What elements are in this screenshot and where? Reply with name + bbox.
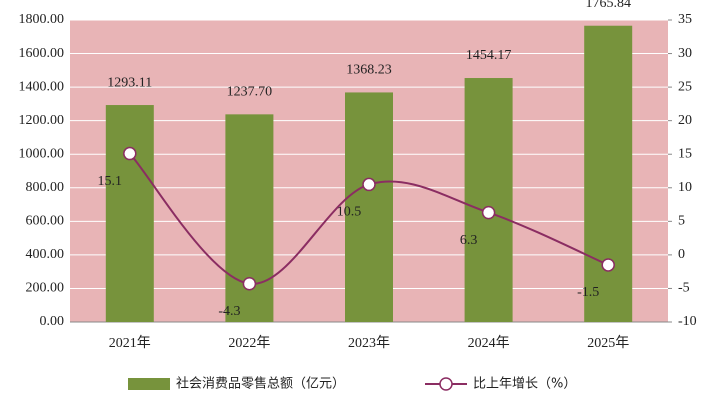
line-value-label: 15.1 [98, 174, 123, 189]
line-value-label: -4.3 [218, 304, 240, 319]
bar-value-label: 1368.23 [346, 63, 392, 78]
bar-value-label: 1765.84 [585, 0, 631, 11]
legend-swatch [128, 378, 170, 390]
x-tick-label: 2022年 [228, 335, 270, 351]
y2-tick-label: 35 [678, 12, 692, 27]
y-tick-label: 0.00 [40, 314, 65, 329]
y2-tick-label: 10 [678, 180, 692, 195]
bar [345, 92, 393, 323]
y-tick-label: 1400.00 [19, 79, 65, 94]
bar-value-label: 1454.17 [466, 48, 512, 63]
y-tick-label: 600.00 [26, 214, 65, 229]
legend-marker [439, 377, 453, 391]
bar [464, 78, 513, 323]
y-tick-label: 1800.00 [19, 12, 65, 27]
y2-tick-label: 20 [678, 113, 692, 128]
line-value-label: 10.5 [337, 205, 362, 220]
x-tick-label: 2024年 [468, 335, 510, 351]
y2-tick-label: 30 [678, 46, 692, 61]
y2-tick-label: 15 [678, 146, 692, 161]
y-tick-label: 400.00 [26, 247, 65, 262]
y-tick-label: 800.00 [26, 180, 65, 195]
y-tick-label: 1600.00 [19, 46, 65, 61]
bar [584, 25, 633, 322]
y-tick-label: 1000.00 [19, 146, 65, 161]
bar-value-label: 1237.70 [227, 85, 273, 100]
line-marker [123, 146, 137, 161]
line-value-label: 6.3 [460, 233, 478, 248]
bar-value-label: 1293.11 [107, 75, 152, 90]
y-tick-label: 1200.00 [19, 113, 65, 128]
y2-tick-label: 25 [678, 79, 692, 94]
line-marker [242, 276, 257, 291]
y2-tick-label: 5 [678, 214, 685, 229]
bar [225, 114, 274, 322]
legend: 社会消费品零售总额（亿元） 比上年增长（%） [128, 376, 576, 392]
line-marker [362, 177, 376, 192]
y2-tick-label: -10 [678, 314, 697, 329]
legend-label: 社会消费品零售总额（亿元） [176, 376, 345, 392]
y2-tick-label: 0 [678, 247, 685, 262]
y2-tick-label: -5 [678, 281, 690, 296]
line [129, 152, 609, 285]
bar [105, 105, 154, 322]
x-tick-label: 2025年 [587, 335, 629, 351]
line-marker [481, 205, 496, 220]
x-tick-label: 2023年 [348, 335, 390, 351]
y-tick-label: 200.00 [26, 281, 65, 296]
line-marker [601, 258, 615, 272]
x-tick-label: 2021年 [109, 335, 151, 351]
legend-label: 比上年增长（%） [473, 377, 576, 392]
line-value-label: -1.5 [577, 285, 599, 300]
